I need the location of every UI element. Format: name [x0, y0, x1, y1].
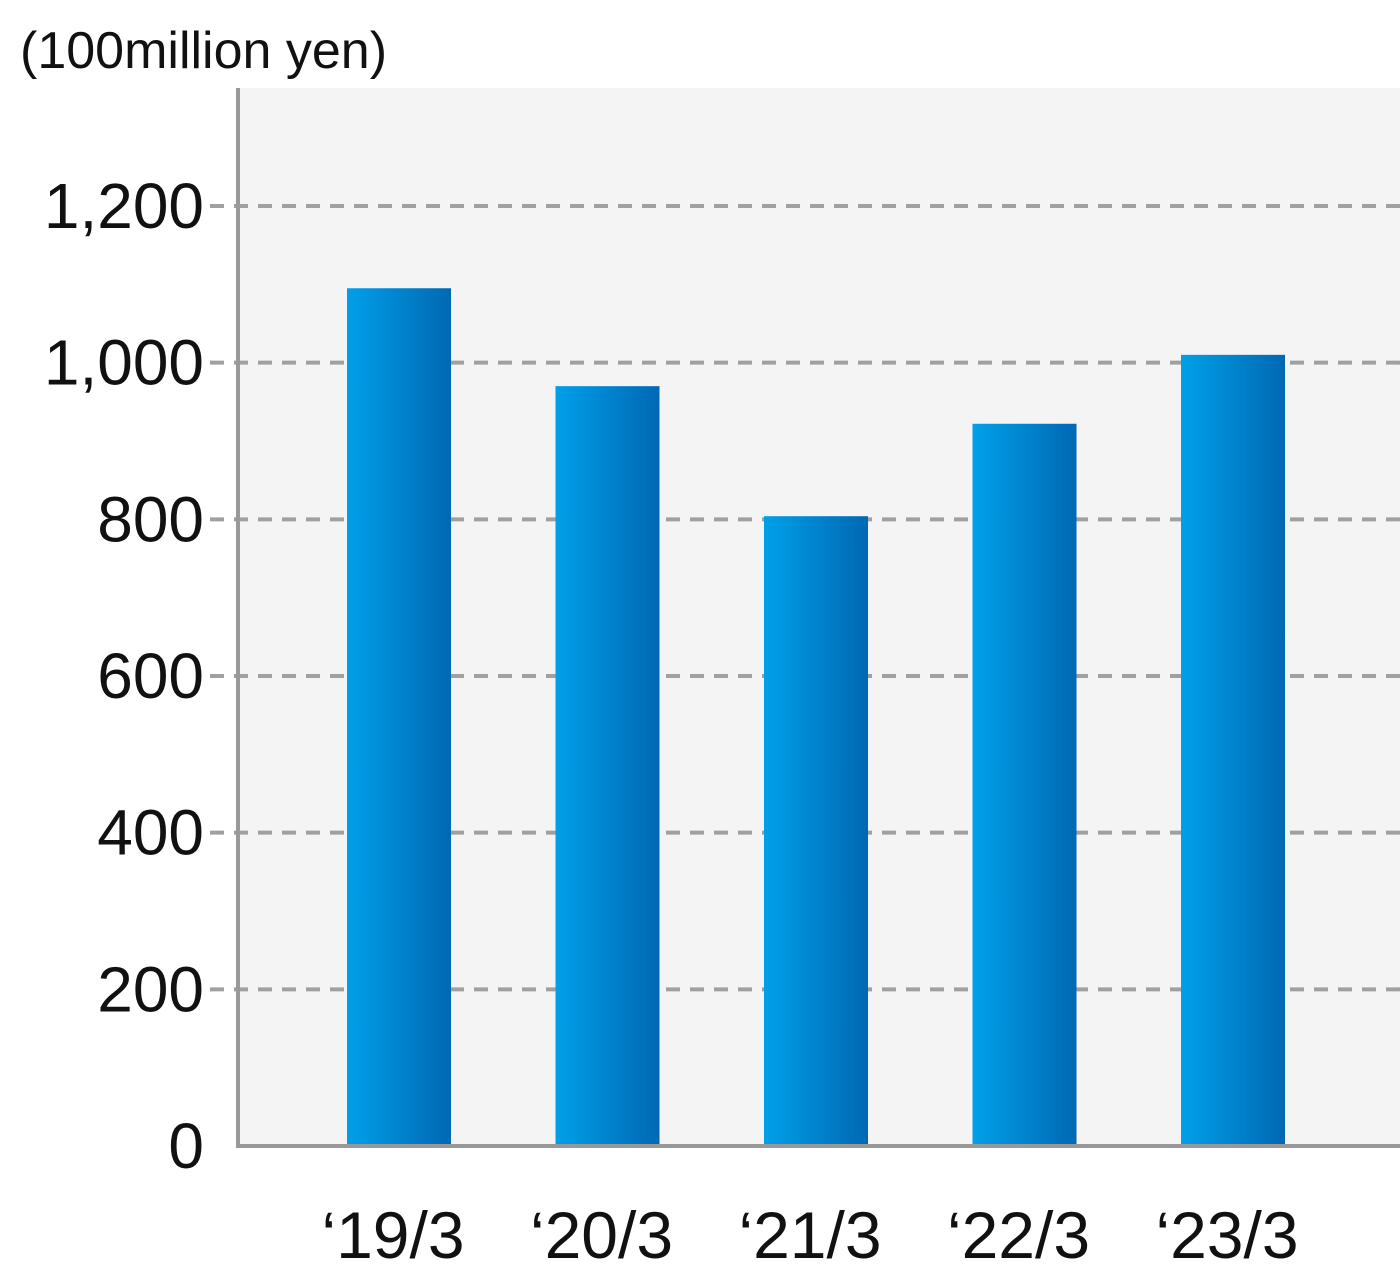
- x-tick-label: ‘23/3: [1155, 1198, 1298, 1272]
- bar: [1181, 354, 1285, 1146]
- bars: [347, 288, 1285, 1147]
- x-tick-label: ‘19/3: [321, 1198, 464, 1272]
- x-tick-labels: ‘19/3 ‘20/3 ‘21/3 ‘22/3 ‘23/3: [321, 1198, 1298, 1272]
- x-tick-label: ‘21/3: [738, 1198, 881, 1272]
- y-tick-label: 200: [97, 953, 204, 1025]
- x-tick-label: ‘20/3: [530, 1198, 673, 1272]
- bar: [764, 516, 868, 1146]
- y-axis-unit-label: (100million yen): [20, 22, 387, 80]
- y-tick-label: 600: [97, 640, 204, 712]
- bar: [347, 288, 451, 1146]
- y-tick-labels: 0 200 400 600 800 1,000 1,200: [44, 170, 204, 1182]
- y-tick-label: 800: [97, 483, 204, 555]
- bar: [555, 386, 660, 1147]
- y-tick-label: 0: [168, 1110, 204, 1182]
- y-tick-label: 1,200: [44, 170, 204, 242]
- y-tick-label: 400: [97, 797, 204, 869]
- bar: [972, 423, 1077, 1146]
- y-tick-label: 1,000: [44, 327, 204, 399]
- x-tick-label: ‘22/3: [947, 1198, 1090, 1272]
